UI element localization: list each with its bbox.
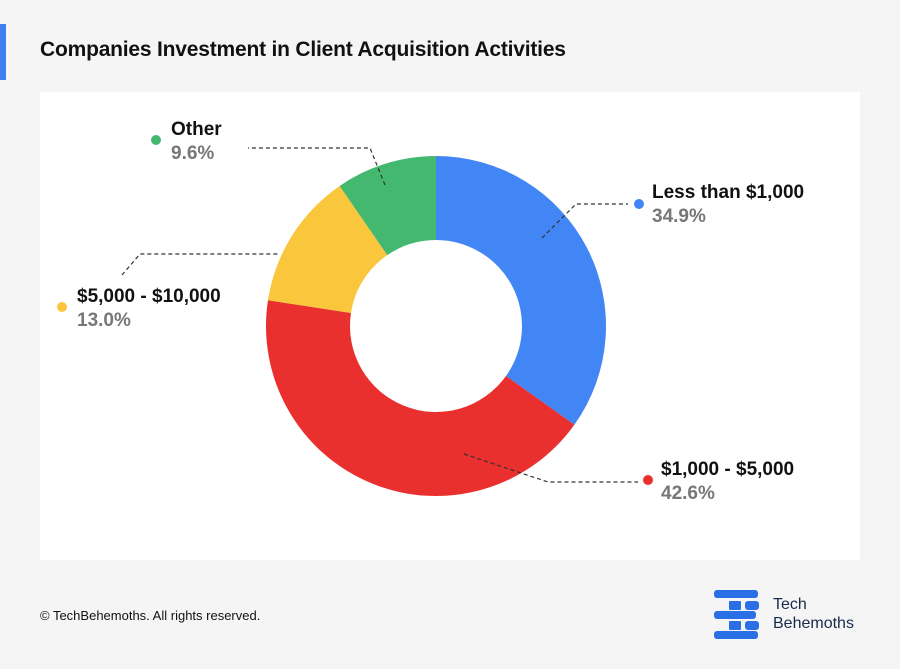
legend-1000-5000: $1,000 - $5,000 42.6% [661, 458, 794, 506]
legend-label: $5,000 - $10,000 [77, 286, 221, 307]
leader-line [121, 253, 280, 276]
legend-label: Other [171, 119, 222, 140]
slice-1000-5000 [266, 300, 575, 496]
legend-label: Less than $1,000 [652, 182, 805, 203]
slice-5000-10000 [267, 185, 388, 313]
leader-line [248, 147, 386, 186]
donut-chart [121, 147, 638, 496]
techbehemoths-logo-icon [714, 590, 759, 639]
legend-dot-other [151, 135, 161, 145]
page-title: Companies Investment in Client Acquisiti… [40, 38, 566, 61]
leader-line [463, 453, 638, 483]
legend-percent: 9.6% [171, 143, 215, 164]
legend-dot-1000-5000 [643, 475, 653, 485]
brand-name: Tech Behemoths [773, 595, 854, 633]
legend-percent: 34.9% [652, 206, 706, 227]
chart-card: Less than $1,000 34.9% $1,000 - $5,000 4… [40, 92, 860, 560]
brand-line-2: Behemoths [773, 615, 854, 632]
legend-percent: 13.0% [77, 310, 131, 331]
legend-other: Other 9.6% [171, 118, 222, 166]
legend-dot-5000-10000 [57, 302, 67, 312]
slice-other [339, 156, 436, 256]
brand-line-1: Tech [773, 596, 807, 613]
copyright-text: © TechBehemoths. All rights reserved. [40, 608, 261, 623]
legend-less-than-1000: Less than $1,000 34.9% [652, 181, 804, 229]
legend-dot-less-than-1000 [634, 199, 644, 209]
leader-line [541, 203, 628, 239]
legend-5000-10000: $5,000 - $10,000 13.0% [77, 285, 221, 333]
legend-label: $1,000 - $5,000 [661, 459, 795, 480]
slice-less-than-1000 [436, 156, 606, 425]
title-accent-bar [0, 24, 6, 80]
brand-logo: Tech Behemoths [712, 588, 872, 642]
legend-percent: 42.6% [661, 483, 715, 504]
